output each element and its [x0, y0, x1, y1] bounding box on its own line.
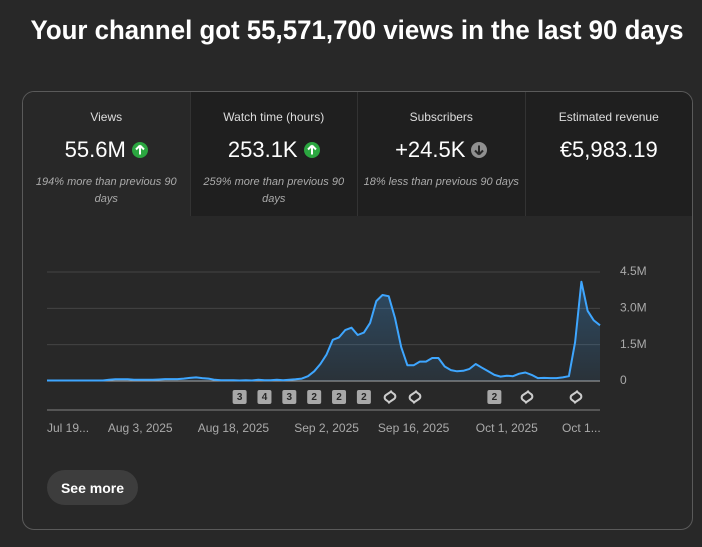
- metric-value-row: 253.1K: [195, 136, 354, 164]
- trend-arrow: [306, 144, 317, 155]
- event-badge: [332, 390, 347, 404]
- metric-label: Watch time (hours): [223, 110, 325, 124]
- line: [47, 280, 601, 382]
- area: [47, 281, 600, 381]
- y-tick-label: 1.5M: [620, 337, 647, 351]
- metric-label: Views: [90, 110, 123, 124]
- metric-note: 259% more than previous 90 days: [203, 176, 345, 205]
- metric-value: +24.5K: [395, 137, 466, 162]
- event-badge: [356, 390, 371, 404]
- event-badge: [307, 390, 322, 404]
- x-tick-label: Sep 16, 2025: [378, 421, 450, 435]
- event-badge: [282, 390, 297, 404]
- event-badge-label: 2: [311, 392, 317, 403]
- event-badge: [257, 390, 272, 404]
- event-badge-label: 2: [336, 392, 342, 403]
- metric-value-row: 55.6M: [27, 136, 186, 164]
- y-tick-label: 4.5M: [620, 264, 647, 278]
- metric-tab[interactable]: Subscribers +24.5K 18% less than previous …: [357, 92, 525, 216]
- metric-value: 253.1K: [227, 137, 298, 162]
- metric-value-row: €5,983.19: [530, 136, 689, 164]
- shorts-icons: [383, 390, 583, 404]
- event-badge-label: 2: [492, 392, 498, 403]
- shorts-icon: [569, 390, 583, 404]
- shorts-icon: [408, 390, 422, 404]
- trend-arrow: [135, 144, 145, 155]
- metric-tabs: Views 55.6M 194% more than previous 90 day…: [23, 92, 692, 216]
- x-tick-label: Aug 18, 2025: [198, 421, 270, 435]
- x-tick-label: Aug 3, 2025: [108, 421, 173, 435]
- metric-label: Estimated revenue: [558, 110, 659, 124]
- trend-icon: [303, 142, 320, 158]
- metric-tab[interactable]: Watch time (hours) 253.1K 259% more than p…: [189, 92, 357, 216]
- metric-note: 18% less than previous 90 days: [363, 176, 519, 188]
- page-title: Your channel got 55,571,700 views in the…: [31, 15, 684, 45]
- shorts-icon: [520, 390, 534, 404]
- x-tick-label: Oct 1, 2025: [476, 421, 538, 435]
- event-badge-label: 4: [262, 392, 268, 403]
- x-tick-label: Sep 2, 2025: [294, 421, 359, 435]
- y-tick-label: 0: [620, 373, 627, 387]
- x-tick-label: Jul 19...: [47, 421, 89, 435]
- metric-note: 194% more than previous 90 days: [35, 176, 177, 205]
- event-badge-label: 3: [287, 392, 293, 403]
- header: Your channel got 55,571,700 views in the…: [31, 15, 684, 45]
- trend-icon: [131, 142, 148, 158]
- metric-value: €5,983.19: [559, 137, 658, 162]
- metric-value-row: +24.5K: [362, 136, 521, 164]
- metric-label: Subscribers: [409, 110, 473, 124]
- shorts-icon: [383, 390, 397, 404]
- metric-value: 55.6M: [64, 137, 126, 162]
- event-badge-label: 2: [361, 392, 367, 403]
- event-badge: [487, 390, 502, 404]
- event-badge-label: 3: [237, 392, 243, 403]
- y-tick-label: 3.0M: [620, 301, 647, 315]
- event-badge: [232, 390, 247, 404]
- x-tick-label: Oct 1...: [562, 421, 601, 435]
- metric-tab[interactable]: Views 55.6M 194% more than previous 90 day…: [23, 92, 190, 216]
- see-more-button[interactable]: See more: [47, 470, 138, 505]
- trend-arrow: [474, 145, 485, 156]
- metric-tab[interactable]: Estimated revenue €5,983.19: [524, 92, 692, 216]
- trend-icon: [471, 142, 488, 158]
